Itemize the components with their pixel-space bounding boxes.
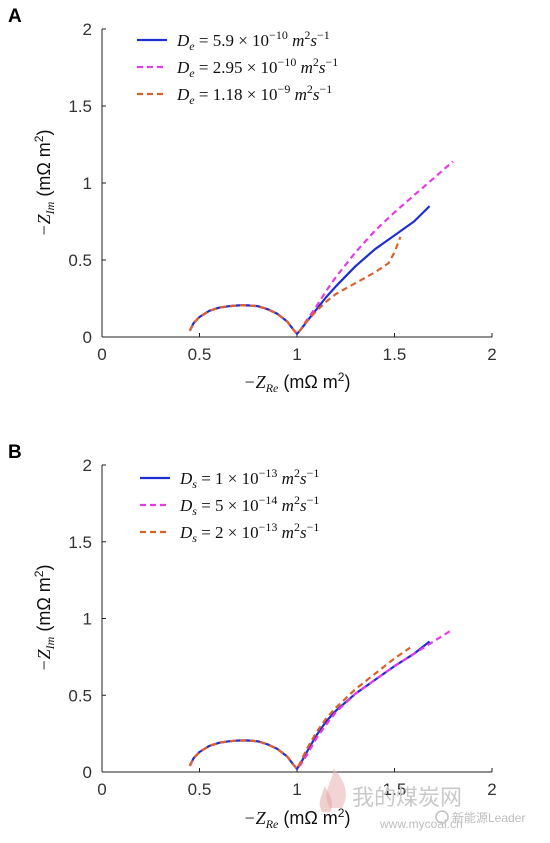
series-line-1 (188, 205, 431, 335)
y-tick-label: 2 (83, 456, 92, 475)
legend-label: De = 1.18 × 10−9 m2s−1 (176, 82, 332, 107)
panel-label: A (8, 6, 22, 27)
legend-label: Ds = 1 × 10−13 m2s−1 (179, 466, 319, 491)
x-tick-label: 0 (97, 345, 106, 364)
legend-label: De = 5.9 × 10−10 m2s−1 (176, 28, 330, 53)
x-tick-label: 2 (487, 345, 496, 364)
x-axis-label: −ZRe (mΩ m2) (244, 806, 351, 831)
x-tick-label: 1 (292, 780, 301, 799)
series-line-2 (188, 160, 454, 335)
y-tick-label: 1.5 (68, 533, 92, 552)
watermark-url: www.mycoal.cn (379, 817, 463, 831)
legend-label: Ds = 5 × 10−14 m2s−1 (179, 493, 319, 518)
series-line-3 (188, 236, 402, 335)
wechat-icon (435, 810, 449, 824)
x-tick-label: 1.5 (383, 345, 407, 364)
legend-label: Ds = 2 × 10−13 m2s−1 (179, 520, 319, 545)
series-line-2 (188, 628, 454, 771)
y-tick-label: 0.5 (68, 251, 92, 270)
y-tick-label: 0 (83, 328, 92, 347)
watermark-text: 我的煤炭网 (352, 786, 462, 811)
x-tick-label: 1 (292, 345, 301, 364)
panel-label: B (8, 442, 22, 463)
legend-label: De = 2.95 × 10−10 m2s−1 (176, 55, 338, 80)
panel-b: B 0 0.5 1 1.5 2 0 0.5 1 1.5 2 −ZRe (mΩ m2) −ZIm (mΩ … (8, 442, 497, 831)
x-tick-label: 0.5 (188, 780, 212, 799)
watermark-badge: 新能源Leader (452, 810, 525, 825)
y-tick-label: 1.5 (68, 97, 92, 116)
panel-a: A 0 0.5 1 1.5 2 0 0.5 1 1.5 2 −ZRe (mΩ m2) −ZIm (mΩ … (8, 6, 497, 395)
y-axis-label: −ZIm (mΩ m2) (32, 565, 57, 672)
y-tick-label: 1 (83, 610, 92, 629)
series-line-1 (188, 640, 431, 771)
y-tick-label: 0.5 (68, 686, 92, 705)
x-tick-label: 2 (487, 780, 496, 799)
watermark: 我的煤炭网 www.mycoal.cn 新能源Leader (319, 768, 525, 831)
y-tick-label: 0 (83, 763, 92, 782)
x-tick-label: 1.5 (383, 780, 407, 799)
y-axis-label: −ZIm (mΩ m2) (32, 130, 57, 237)
y-tick-label: 2 (83, 20, 92, 39)
x-axis-label: −ZRe (mΩ m2) (244, 370, 351, 395)
x-tick-label: 0.5 (188, 345, 212, 364)
y-tick-label: 1 (83, 174, 92, 193)
x-tick-label: 0 (97, 780, 106, 799)
flame-logo-icon (319, 768, 346, 812)
series-line-3 (188, 646, 411, 771)
